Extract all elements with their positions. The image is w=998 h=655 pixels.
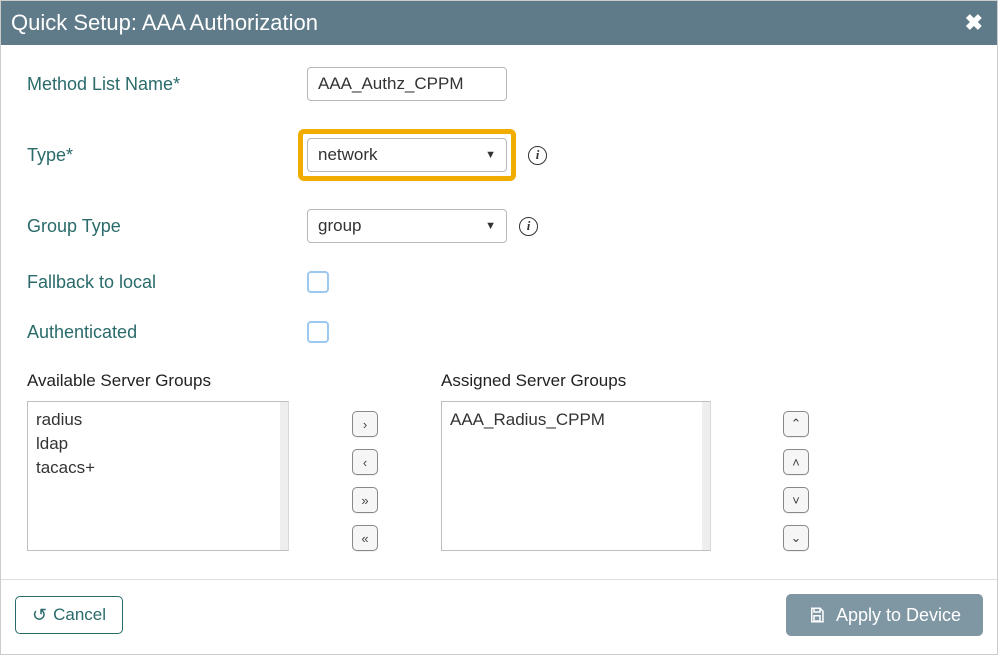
type-select[interactable]: network ▼ (307, 138, 507, 172)
list-item[interactable]: ldap (36, 432, 272, 456)
row-authenticated: Authenticated (27, 321, 971, 343)
label-type: Type* (27, 145, 307, 166)
available-groups-inner: radius ldap tacacs+ (28, 402, 288, 550)
chevron-bottom-icon: ⌄ (791, 530, 802, 546)
cancel-button[interactable]: ↺ Cancel (15, 596, 123, 634)
chevron-down-icon: ˅ (792, 493, 800, 508)
remove-button[interactable]: ‹ (352, 449, 378, 475)
cancel-label: Cancel (53, 605, 106, 625)
fallback-checkbox[interactable] (307, 271, 329, 293)
group-type-select-value: group (318, 216, 361, 236)
titlebar: Quick Setup: AAA Authorization ✖ (1, 1, 997, 45)
row-type: Type* network ▼ i (27, 129, 971, 181)
list-item[interactable]: AAA_Radius_CPPM (450, 408, 694, 432)
list-item[interactable]: radius (36, 408, 272, 432)
available-groups-listbox[interactable]: radius ldap tacacs+ (27, 401, 289, 551)
method-list-name-input[interactable] (307, 67, 507, 101)
info-icon[interactable]: i (519, 217, 538, 236)
double-chevron-right-icon: » (361, 493, 368, 508)
list-item[interactable]: tacacs+ (36, 456, 272, 480)
info-icon[interactable]: i (528, 146, 547, 165)
apply-button[interactable]: Apply to Device (786, 594, 983, 636)
assigned-groups-listbox[interactable]: AAA_Radius_CPPM (441, 401, 711, 551)
group-type-select[interactable]: group ▼ (307, 209, 507, 243)
row-fallback: Fallback to local (27, 271, 971, 293)
label-group-type: Group Type (27, 216, 307, 237)
lists-header: Available Server Groups Assigned Server … (27, 371, 971, 391)
move-up-button[interactable]: ˄ (783, 449, 809, 475)
double-chevron-left-icon: « (361, 531, 368, 546)
label-authenticated: Authenticated (27, 322, 307, 343)
move-down-button[interactable]: ˅ (783, 487, 809, 513)
label-method-list-name: Method List Name* (27, 74, 307, 95)
dialog: Quick Setup: AAA Authorization ✖ Method … (0, 0, 998, 655)
available-groups-label: Available Server Groups (27, 371, 441, 391)
row-method-list-name: Method List Name* (27, 67, 971, 101)
label-fallback: Fallback to local (27, 272, 307, 293)
assigned-groups-label: Assigned Server Groups (441, 371, 626, 391)
add-button[interactable]: › (352, 411, 378, 437)
assigned-groups-inner: AAA_Radius_CPPM (442, 402, 710, 550)
chevron-down-icon: ▼ (485, 220, 496, 232)
dialog-footer: ↺ Cancel Apply to Device (1, 579, 997, 654)
dialog-body: Method List Name* Type* network ▼ i Grou… (1, 45, 997, 579)
chevron-top-icon: ⌃ (791, 416, 802, 432)
close-icon[interactable]: ✖ (965, 10, 983, 36)
chevron-down-icon: ▼ (485, 149, 496, 161)
type-highlight-box: network ▼ (298, 129, 516, 181)
move-top-button[interactable]: ⌃ (783, 411, 809, 437)
add-all-button[interactable]: » (352, 487, 378, 513)
authenticated-checkbox[interactable] (307, 321, 329, 343)
chevron-right-icon: › (363, 417, 367, 432)
chevron-up-icon: ˄ (792, 455, 800, 470)
move-bottom-button[interactable]: ⌄ (783, 525, 809, 551)
transfer-buttons: › ‹ » « (289, 401, 441, 551)
row-group-type: Group Type group ▼ i (27, 209, 971, 243)
remove-all-button[interactable]: « (352, 525, 378, 551)
dialog-title: Quick Setup: AAA Authorization (11, 10, 318, 36)
chevron-left-icon: ‹ (363, 455, 367, 470)
lists-area: radius ldap tacacs+ › ‹ » « (27, 401, 971, 571)
type-select-value: network (318, 145, 378, 165)
apply-label: Apply to Device (836, 605, 961, 626)
undo-icon: ↺ (32, 606, 47, 624)
save-icon (808, 606, 826, 624)
reorder-buttons: ⌃ ˄ ˅ ⌄ (751, 401, 841, 551)
